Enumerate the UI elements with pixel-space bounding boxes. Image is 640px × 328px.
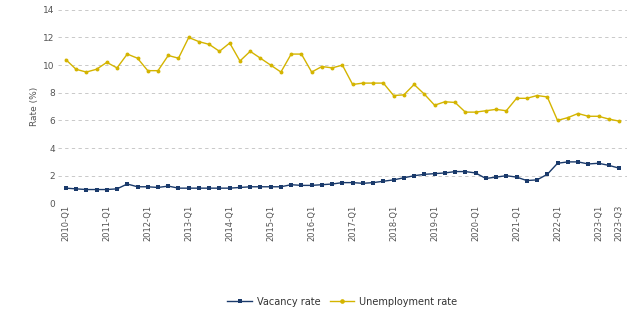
Unemployment rate [62, 58, 70, 62]
Unemployment rate [164, 53, 172, 57]
Vacancy rate [62, 186, 70, 190]
Vacancy rate [175, 186, 182, 190]
Legend: Vacancy rate, Unemployment rate: Vacancy rate, Unemployment rate [223, 293, 461, 311]
Line: Vacancy rate: Vacancy rate [64, 160, 621, 192]
Vacancy rate [277, 185, 285, 189]
Vacancy rate [615, 166, 623, 170]
Unemployment rate [205, 42, 213, 46]
Vacancy rate [205, 186, 213, 190]
Line: Unemployment rate: Unemployment rate [64, 35, 621, 123]
Unemployment rate [124, 52, 131, 56]
Y-axis label: Rate (%): Rate (%) [30, 87, 39, 126]
Vacancy rate [564, 160, 572, 164]
Vacancy rate [134, 185, 141, 189]
Vacancy rate [83, 188, 90, 192]
Vacancy rate [605, 163, 612, 167]
Unemployment rate [185, 35, 193, 39]
Vacancy rate [574, 160, 582, 164]
Unemployment rate [605, 117, 612, 121]
Unemployment rate [564, 116, 572, 120]
Unemployment rate [615, 119, 623, 123]
Unemployment rate [277, 70, 285, 74]
